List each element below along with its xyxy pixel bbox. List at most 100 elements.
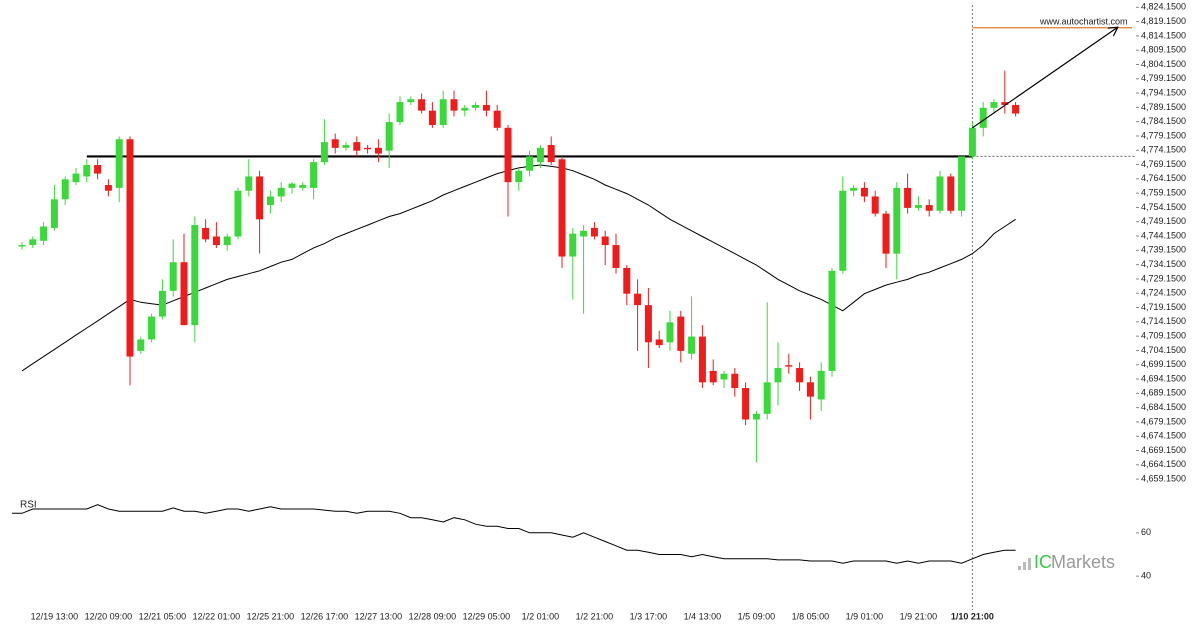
candle-body: [893, 187, 901, 254]
candle-body: [310, 162, 318, 188]
candle-body: [731, 373, 739, 389]
candle-body: [590, 227, 598, 237]
rsi-tick-label: 60: [1141, 527, 1151, 537]
candle-body: [688, 336, 696, 354]
rsi-label: RSI: [20, 500, 37, 511]
y-tick-label: 4,749.1500: [1141, 216, 1186, 226]
x-tick-label: 12/27 13:00: [355, 611, 403, 621]
candle-body: [936, 176, 944, 211]
candle-body: [914, 205, 922, 208]
x-tick-label: 1/4 13:00: [684, 611, 722, 621]
candle-body: [169, 262, 177, 291]
candle-body: [266, 196, 274, 206]
y-tick-label: 4,789.1500: [1141, 102, 1186, 112]
y-tick-label: 4,769.1500: [1141, 159, 1186, 169]
candle-body: [40, 226, 48, 241]
candle-body: [83, 165, 91, 177]
y-tick-label: 4,719.1500: [1141, 302, 1186, 312]
x-tick-label: 12/19 13:00: [31, 611, 79, 621]
candle-body: [158, 290, 166, 317]
y-tick-label: 4,694.1500: [1141, 373, 1186, 383]
y-tick-label: 4,734.1500: [1141, 259, 1186, 269]
candle-body: [698, 336, 706, 383]
y-tick-label: 4,799.1500: [1141, 73, 1186, 83]
candle-body: [990, 102, 998, 108]
y-tick-label: 4,784.1500: [1141, 116, 1186, 126]
candle-body: [742, 388, 750, 420]
candle-body: [720, 373, 728, 380]
candle-body: [407, 99, 415, 103]
candle-body: [104, 185, 112, 191]
y-tick-label: 4,739.1500: [1141, 245, 1186, 255]
candle-body: [569, 233, 577, 257]
x-tick-label: 1/2 01:00: [522, 611, 560, 621]
y-tick-label: 4,809.1500: [1141, 45, 1186, 55]
y-tick-label: 4,684.1500: [1141, 402, 1186, 412]
candle-body: [234, 190, 242, 237]
candle-body: [256, 176, 264, 220]
candle-body: [493, 110, 501, 128]
y-tick-label: 4,779.1500: [1141, 130, 1186, 140]
candle-body: [709, 370, 717, 383]
candle-body: [882, 213, 890, 254]
candle-body: [536, 147, 544, 163]
candle-body: [763, 382, 771, 414]
x-tick-label: 1/10 21:00: [951, 611, 994, 621]
candle-body: [785, 365, 793, 367]
brand-ic: IC: [1034, 552, 1052, 572]
y-tick-label: 4,819.1500: [1141, 16, 1186, 26]
candle-body: [482, 104, 490, 111]
candle-body: [374, 147, 382, 154]
candle-body: [504, 127, 512, 183]
candle-body: [655, 339, 663, 346]
candle-body: [947, 176, 955, 211]
brand-markets: Markets: [1051, 552, 1115, 572]
candle-body: [580, 230, 588, 237]
candle-body: [288, 183, 296, 188]
candle-body: [828, 270, 836, 371]
x-tick-label: 12/25 21:00: [247, 611, 295, 621]
candle-body: [1001, 102, 1009, 105]
x-tick-label: 1/9 01:00: [846, 611, 884, 621]
y-tick-label: 4,754.1500: [1141, 202, 1186, 212]
candle-body: [558, 159, 566, 257]
candle-body: [461, 107, 469, 111]
y-tick-label: 4,674.1500: [1141, 431, 1186, 441]
candle-body: [634, 293, 642, 306]
candle-body: [752, 413, 760, 420]
candle-body: [331, 139, 339, 148]
candle-body: [29, 239, 37, 246]
watermark: www.autochartist.com: [1039, 16, 1128, 26]
x-tick-label: 1/8 05:00: [792, 611, 830, 621]
candle-body: [526, 156, 534, 171]
y-tick-label: 4,669.1500: [1141, 445, 1186, 455]
candle-body: [418, 99, 426, 111]
rsi-line: [12, 504, 1016, 564]
candle-body: [871, 196, 879, 214]
candle-body: [925, 205, 933, 211]
candle-body: [342, 144, 350, 148]
y-tick-label: 4,744.1500: [1141, 230, 1186, 240]
candle-body: [72, 173, 80, 183]
x-tick-label: 12/29 05:00: [463, 611, 511, 621]
candle-body: [666, 322, 674, 343]
y-tick-label: 4,794.1500: [1141, 87, 1186, 97]
y-tick-label: 4,704.1500: [1141, 345, 1186, 355]
y-tick-label: 4,729.1500: [1141, 273, 1186, 283]
x-tick-label: 1/2 21:00: [576, 611, 614, 621]
candle-body: [212, 236, 220, 246]
y-tick-label: 4,679.1500: [1141, 416, 1186, 426]
candle-body: [385, 122, 393, 151]
x-tick-label: 1/9 21:00: [900, 611, 938, 621]
candle-body: [850, 187, 858, 191]
candle-body: [94, 165, 102, 174]
candle-body: [202, 227, 210, 240]
candle-body: [796, 368, 804, 383]
candle-body: [472, 104, 480, 108]
candle-body: [904, 187, 912, 208]
x-tick-label: 12/20 09:00: [85, 611, 133, 621]
y-tick-label: 4,659.1500: [1141, 474, 1186, 484]
candle-body: [968, 127, 976, 157]
candle-body: [839, 190, 847, 271]
